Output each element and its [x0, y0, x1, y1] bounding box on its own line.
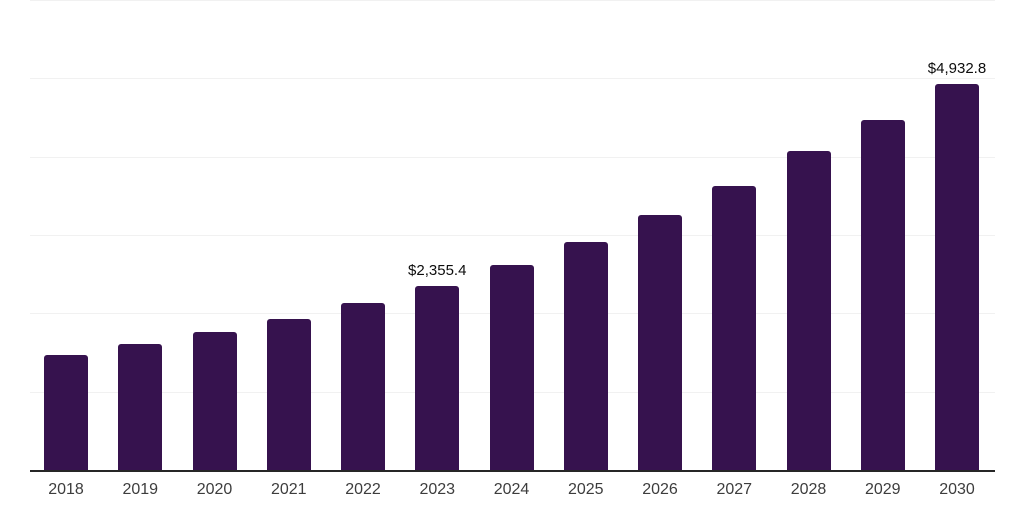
bar-2021 — [266, 318, 311, 470]
x-axis-label-2019: 2019 — [122, 481, 159, 498]
bar-2022 — [341, 302, 385, 470]
bar-2026 — [638, 215, 682, 470]
x-axis-label-2024: 2024 — [493, 481, 530, 498]
bar-2019 — [118, 344, 163, 470]
value-label-2030: $4,932.8 — [927, 59, 987, 77]
x-axis-label-2030: 2030 — [939, 481, 975, 498]
x-axis-label-2020: 2020 — [196, 481, 233, 498]
bar-2023 — [415, 285, 460, 470]
bar-2018 — [44, 354, 88, 470]
plot-area: $2,355.4 $4,932.8 — [30, 0, 995, 472]
x-axis-label-2023: 2023 — [419, 481, 456, 498]
x-axis-label-2025: 2025 — [567, 481, 604, 498]
gridline-6000 — [30, 0, 995, 1]
bar-2024 — [489, 265, 534, 470]
value-label-2023: $2,355.4 — [408, 261, 467, 279]
bar-2029 — [860, 119, 905, 470]
x-axis-label-2029: 2029 — [864, 481, 901, 498]
bar-2025 — [563, 242, 608, 470]
gridline-4000 — [30, 156, 995, 158]
bar-2027 — [712, 186, 757, 470]
x-axis: 2018 2019 2020 2021 2022 2023 2024 2025 2026 2027… — [0, 481, 1024, 503]
gridline-3000 — [30, 235, 995, 236]
x-axis-label-2018: 2018 — [48, 481, 84, 498]
bar-2030 — [935, 83, 979, 470]
bar-2028 — [786, 150, 831, 470]
x-axis-label-2021: 2021 — [270, 481, 307, 498]
x-axis-label-2027: 2027 — [716, 481, 753, 498]
bar-2020 — [192, 331, 237, 470]
gridline-5000 — [30, 78, 995, 80]
x-axis-label-2028: 2028 — [790, 481, 827, 498]
x-axis-label-2022: 2022 — [345, 481, 381, 498]
x-axis-label-2026: 2026 — [642, 481, 678, 498]
